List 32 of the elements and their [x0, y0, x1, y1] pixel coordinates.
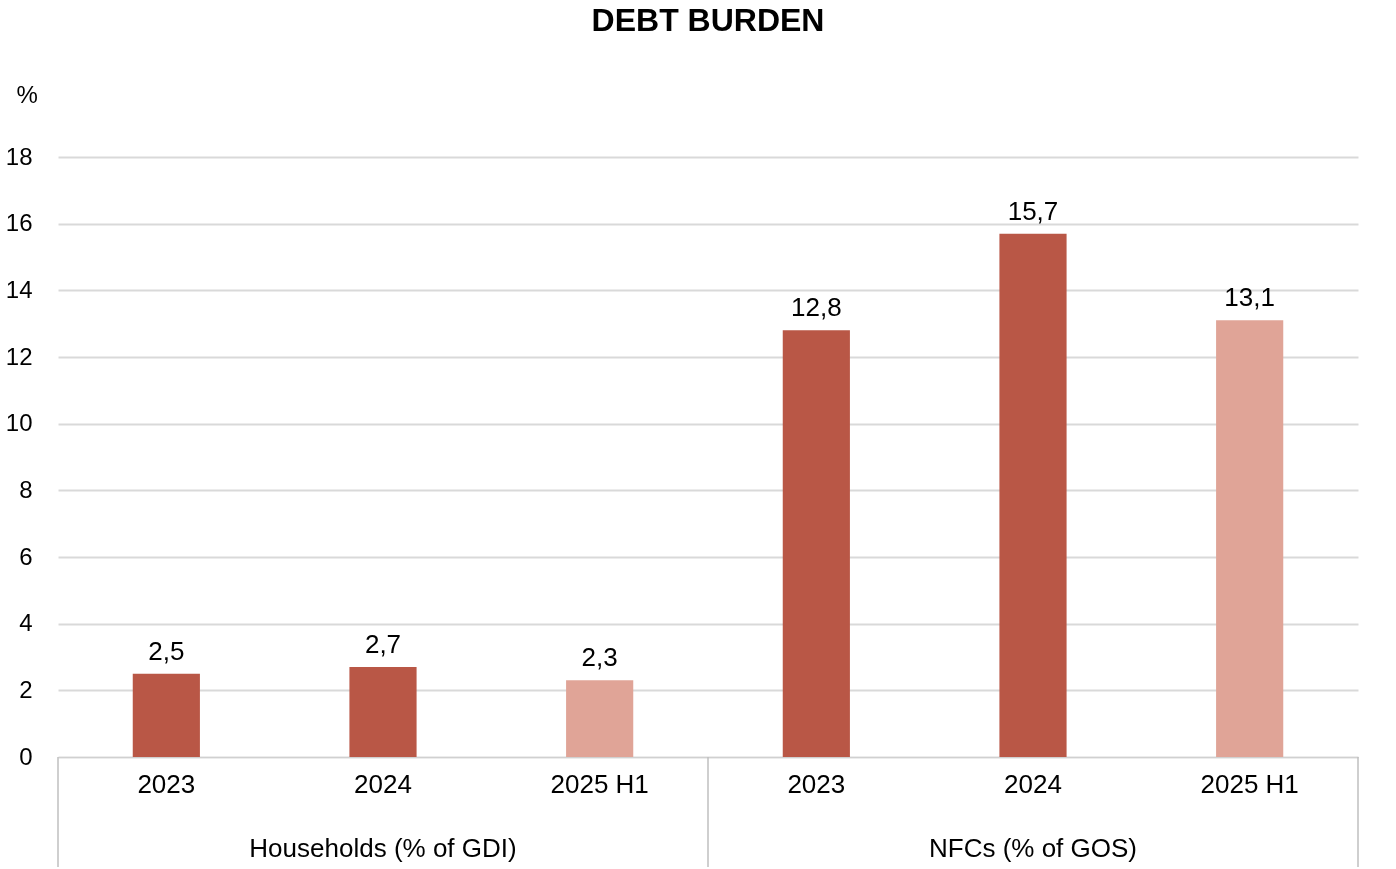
x-tick-label: 2025 H1 [550, 768, 649, 799]
x-tick-label: 2024 [1004, 768, 1062, 799]
y-tick-label: 12 [5, 342, 33, 370]
y-axis-title: % [16, 80, 38, 108]
y-tick-label: 18 [5, 142, 33, 170]
data-label: 13,1 [1224, 282, 1275, 313]
x-tick-label: 2023 [787, 768, 846, 799]
y-tick-label: 16 [5, 209, 33, 237]
bar [566, 680, 634, 757]
bar [1216, 320, 1284, 757]
x-tick-label: 2025 H1 [1200, 768, 1299, 799]
text: Households (% of GDI) [249, 833, 517, 863]
text: NFCs (% of GOS) [928, 833, 1138, 863]
bar [132, 673, 200, 757]
data-label: 12,8 [791, 292, 842, 323]
y-tick-label: 14 [5, 275, 33, 303]
bar [349, 667, 417, 757]
y-tick-label: 4 [19, 609, 33, 637]
x-tick-label: 2023 [137, 768, 196, 799]
y-tick-label: 2 [19, 675, 33, 703]
data-label: 2,3 [581, 642, 618, 673]
bar [999, 233, 1067, 757]
y-tick-label: 8 [19, 475, 33, 503]
chart-title: DEBT BURDEN [591, 2, 825, 38]
x-tick-label: 2024 [354, 768, 412, 799]
data-label: 2,7 [364, 629, 402, 659]
y-tick-label: 10 [5, 409, 33, 437]
y-tick-label: 6 [19, 542, 33, 570]
data-label: 15,7 [1007, 195, 1059, 226]
y-tick-label: 0 [19, 742, 33, 770]
data-label: 2,5 [148, 635, 185, 666]
bar [782, 330, 850, 757]
